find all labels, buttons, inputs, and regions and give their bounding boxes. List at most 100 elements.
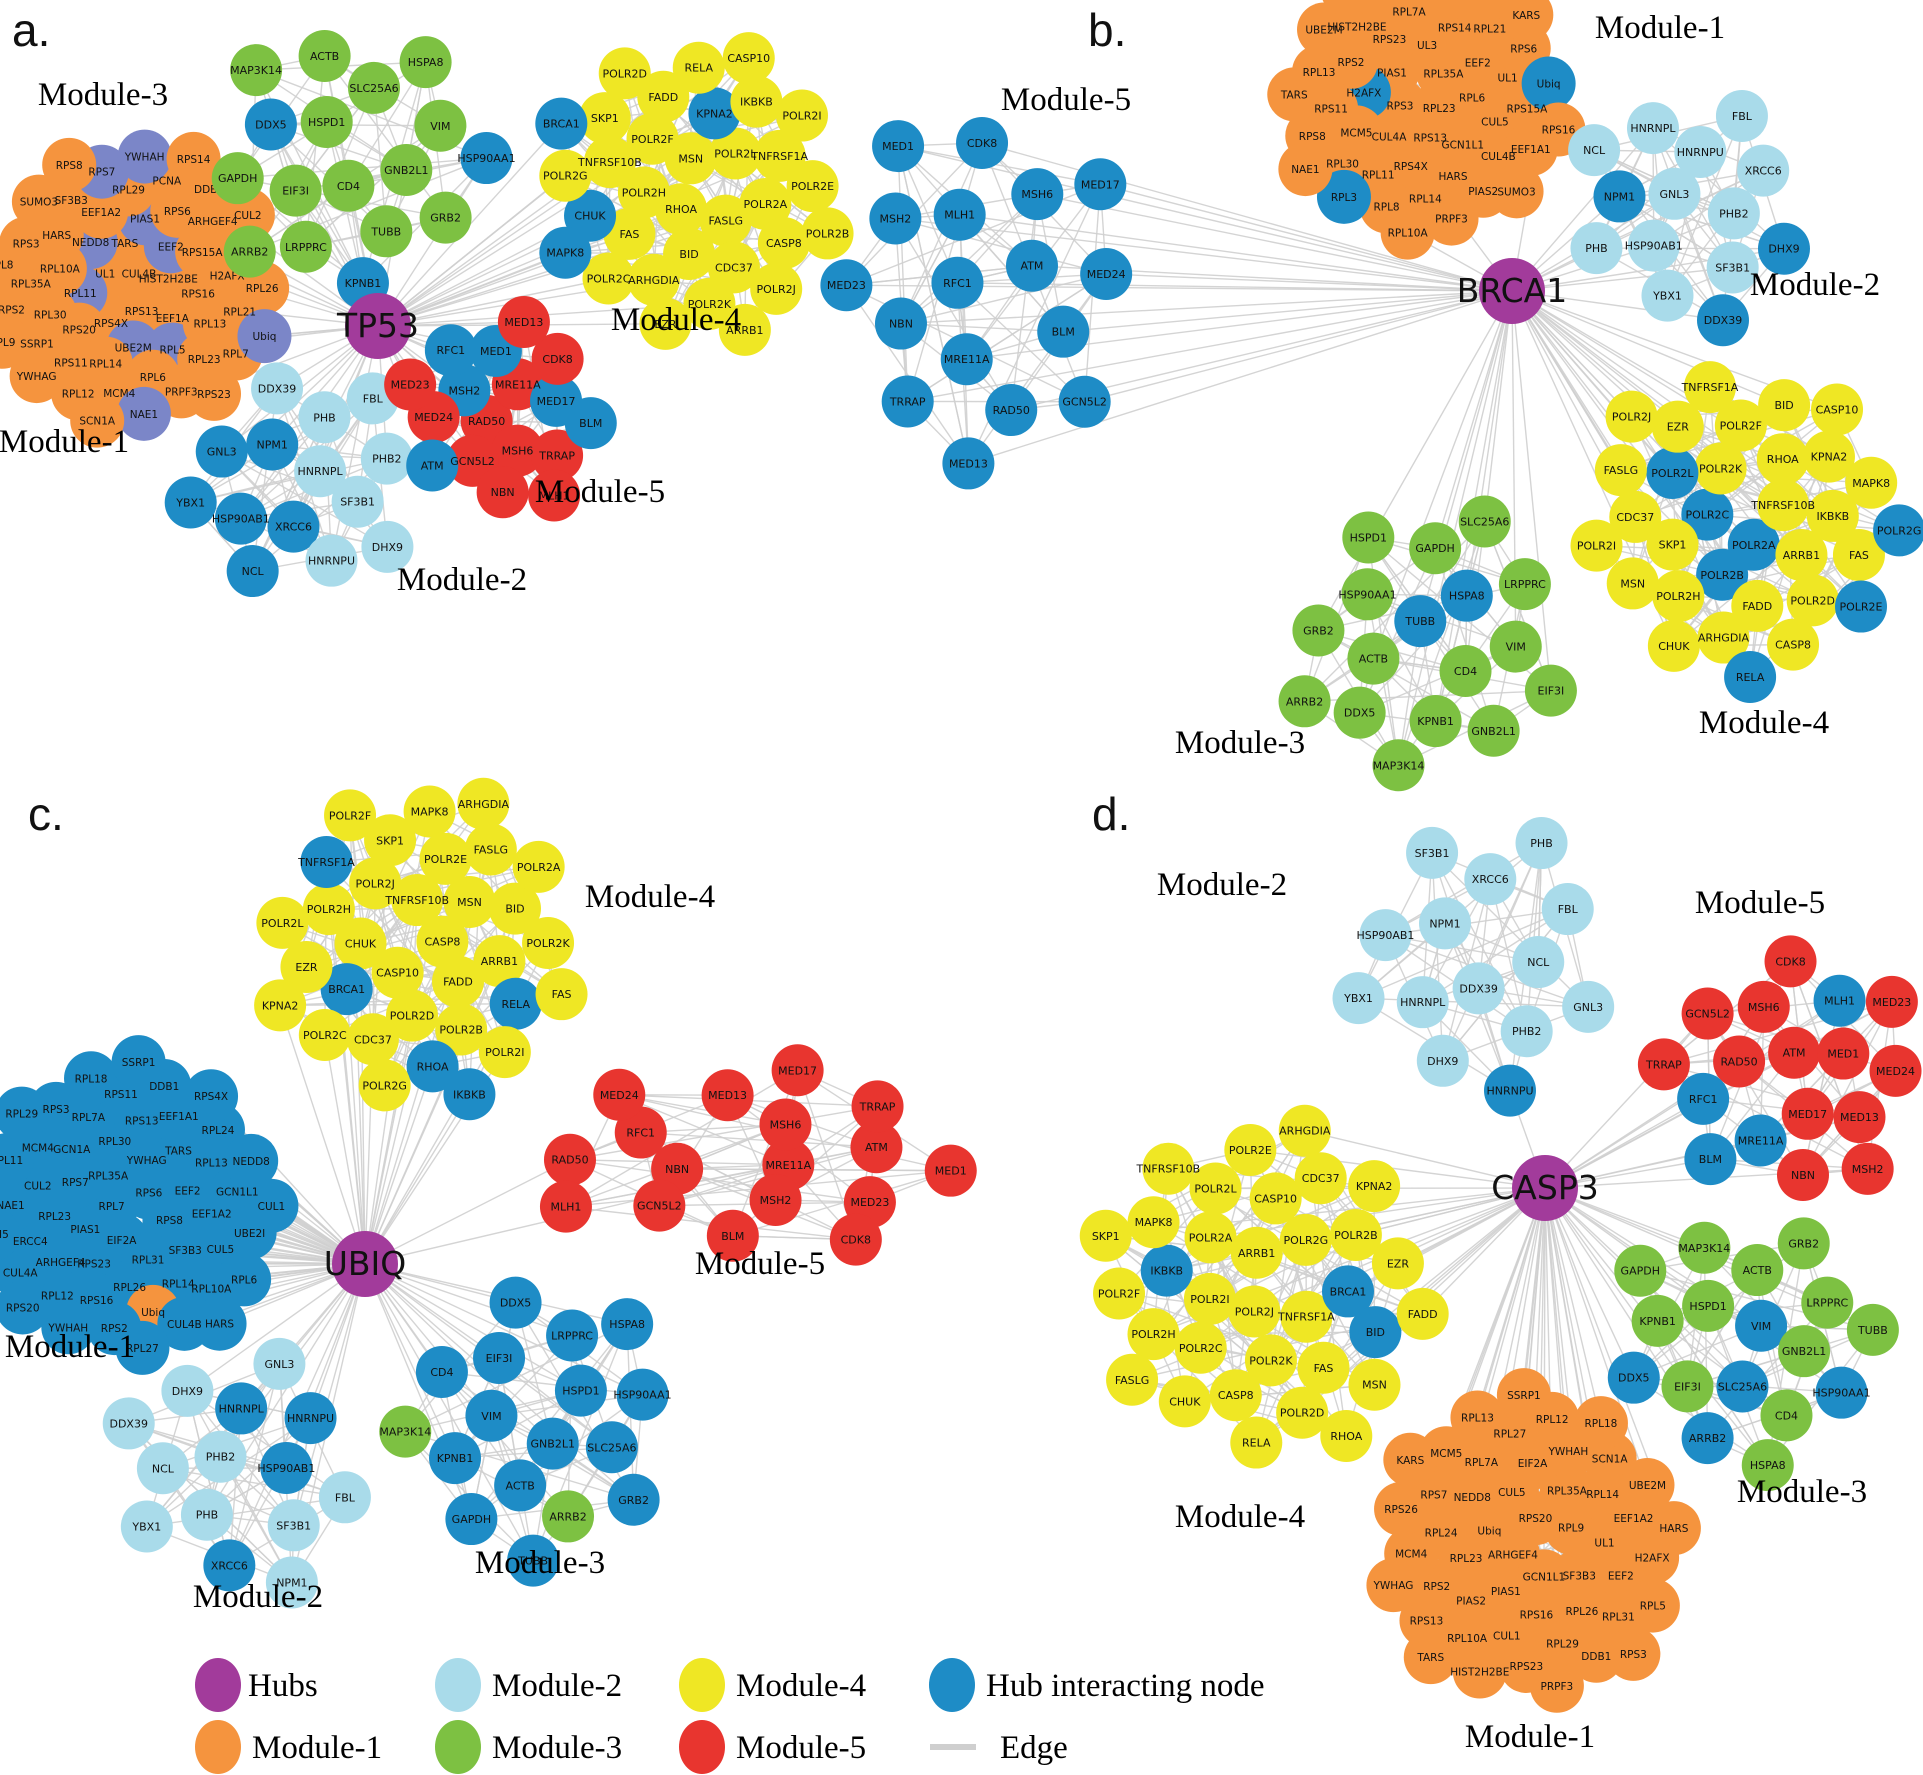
node-label-SSRP1: SSRP1 <box>20 339 54 351</box>
node-label-EZR: EZR <box>1667 421 1689 434</box>
node-label-RPL12: RPL12 <box>62 388 95 400</box>
node-label-RFC1: RFC1 <box>943 277 972 290</box>
node-label-PHB2: PHB2 <box>206 1451 235 1464</box>
node-label-ARHGEF4: ARHGEF4 <box>1488 1549 1538 1561</box>
node-label-RPL18: RPL18 <box>1585 1418 1618 1430</box>
node-label-GCN1L1: GCN1L1 <box>1441 139 1484 151</box>
node-RFC1 <box>424 324 477 377</box>
node-label-CD4: CD4 <box>337 180 360 193</box>
module-module-2-panel-d: DDX39 NPM1 NCL HNRNPL XRCC6 PHB2 HSP90AB1 FBL DH… <box>1157 817 1615 1117</box>
node-label-MSH6: MSH6 <box>1748 1001 1780 1014</box>
node-HSP90AB1 <box>214 492 267 545</box>
node-YBX1 <box>1332 972 1385 1025</box>
node-label-EIF3I: EIF3I <box>1538 685 1565 698</box>
node-MSN <box>664 132 717 185</box>
node-CHUK <box>1158 1375 1211 1428</box>
node-label-XRCC6: XRCC6 <box>1472 873 1509 886</box>
node-TUBB <box>360 205 413 258</box>
node-label-SCN1A: SCN1A <box>1592 1453 1629 1465</box>
node-label-ACTB: ACTB <box>1359 653 1388 666</box>
node-GRB2 <box>1292 604 1345 657</box>
node-label-POLR2J: POLR2J <box>1612 411 1651 424</box>
node-MAP3K14 <box>1372 739 1425 792</box>
node-label-EIF2A: EIF2A <box>107 1235 137 1247</box>
node-MED17 <box>1074 158 1127 211</box>
node-SSRP1 <box>1496 1368 1551 1423</box>
node-TRRAP <box>851 1080 904 1133</box>
node-CD4 <box>415 1346 468 1399</box>
node-label-MSH2: MSH2 <box>760 1194 792 1207</box>
node-label-POLR2G: POLR2G <box>1284 1234 1329 1247</box>
node-label-TNFRSF1A: TNFRSF1A <box>1681 381 1739 394</box>
node-IKBKB <box>1806 489 1859 542</box>
node-ARHGDIA <box>1278 1104 1331 1157</box>
panel-letter-d: d. <box>1092 788 1130 840</box>
node-label-VIM: VIM <box>430 120 450 133</box>
node-HNRNPL <box>215 1382 268 1435</box>
node-label-MED23: MED23 <box>391 378 430 391</box>
node-RPS23 <box>187 366 242 421</box>
node-label-RPS16: RPS16 <box>181 288 215 300</box>
node-label-POLR2G: POLR2G <box>1877 524 1922 537</box>
node-TUBB <box>507 1534 560 1587</box>
node-label-GCN1A: GCN1A <box>53 1144 91 1156</box>
node-POLR2I <box>1570 519 1623 572</box>
node-SKP1 <box>1079 1209 1132 1262</box>
node-CASP10 <box>722 32 775 85</box>
node-GRB2 <box>419 191 472 244</box>
node-label-RPL6: RPL6 <box>140 372 166 384</box>
node-label-SSRP1: SSRP1 <box>1507 1390 1541 1402</box>
node-HNRNPL <box>1626 102 1679 155</box>
node-label-RPL5: RPL5 <box>1640 1601 1666 1613</box>
node-FAS <box>1297 1341 1350 1394</box>
node-label-PHB2: PHB2 <box>1512 1025 1541 1038</box>
node-label-POLR2F: POLR2F <box>631 133 673 146</box>
node-label-HSPD1: HSPD1 <box>1350 531 1387 544</box>
node-label-GCN5L2: GCN5L2 <box>1685 1008 1730 1021</box>
node-label-POLR2I: POLR2I <box>782 110 821 123</box>
node-MED13 <box>942 437 995 490</box>
node-DHX9 <box>361 520 414 573</box>
node-RPL9 <box>0 314 30 369</box>
node-POLR2A <box>739 178 792 231</box>
node-label-RPL9: RPL9 <box>1472 0 1498 3</box>
node-label-SUMO3: SUMO3 <box>20 197 58 209</box>
node-HSPD1 <box>1342 511 1395 564</box>
node-label-DHX9: DHX9 <box>1768 243 1799 256</box>
node-label-PRPF3: PRPF3 <box>165 386 198 398</box>
node-GNL3 <box>195 425 248 478</box>
node-TARS <box>1403 1630 1458 1685</box>
node-label-RPL35A: RPL35A <box>11 279 52 291</box>
node-RPL13 <box>1450 1390 1505 1445</box>
node-label-DDB1: DDB1 <box>149 1081 179 1093</box>
node-RAD50 <box>543 1133 596 1186</box>
node-label-MED13: MED13 <box>949 457 988 470</box>
module-module-3-panel-d: VIM SLC25A6 HSPD1 GNB2L1 EIF3I ACTB CD4 KPNB1 LR… <box>1607 1217 1899 1510</box>
node-label-RELA: RELA <box>1736 671 1765 684</box>
node-label-RPL26: RPL26 <box>246 283 279 295</box>
module-label-module-5: Module-5 <box>1001 82 1131 118</box>
node-label-RPL23: RPL23 <box>188 354 221 366</box>
node-EZR <box>1651 400 1704 453</box>
node-label-GAPDH: GAPDH <box>1621 1265 1660 1278</box>
node-label-FADD: FADD <box>1408 1308 1438 1321</box>
node-KPNA2 <box>1348 1160 1401 1213</box>
node-FASLG <box>1106 1353 1159 1406</box>
node-RPL5 <box>1625 1578 1680 1633</box>
node-label-TUBB: TUBB <box>1404 615 1435 628</box>
node-label-RPS3: RPS3 <box>43 1104 70 1116</box>
node-label-MSH2: MSH2 <box>1852 1163 1884 1176</box>
node-HARS <box>192 1296 247 1351</box>
node-FASLG <box>699 194 752 247</box>
module-label-module-1: Module-1 <box>1465 1719 1595 1755</box>
node-label-HSPA8: HSPA8 <box>1449 590 1485 603</box>
node-NCL <box>1512 936 1565 989</box>
node-label-HSP90AB1: HSP90AB1 <box>257 1462 315 1475</box>
node-label-BID: BID <box>1366 1326 1385 1339</box>
node-FAS <box>535 968 588 1021</box>
node-GRB2 <box>1777 1217 1830 1270</box>
node-MED17 <box>1781 1087 1834 1140</box>
node-BID <box>1758 379 1811 432</box>
node-POLR2G <box>1279 1213 1332 1266</box>
node-label-POLR2D: POLR2D <box>602 67 647 80</box>
